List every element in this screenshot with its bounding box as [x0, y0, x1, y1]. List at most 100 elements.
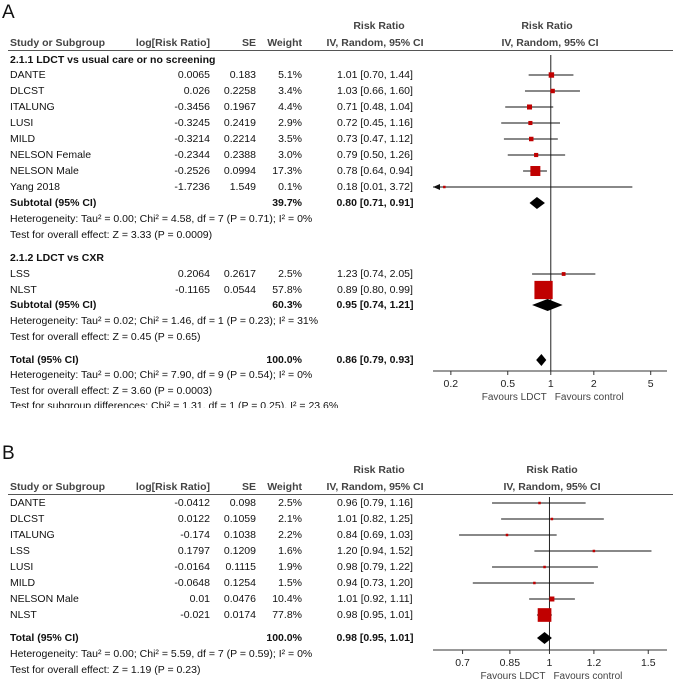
a-g2-se: 0.2617 [223, 268, 256, 280]
x-axis-tick-label: 1 [547, 657, 553, 669]
b-logrr: -0.021 [180, 609, 210, 621]
b-total-ci: 0.98 [0.95, 1.01] [336, 632, 414, 644]
a-total-ci: 0.86 [0.79, 0.93] [336, 354, 414, 366]
b-logrr: 0.0122 [177, 513, 210, 525]
b-col-weight: Weight [267, 481, 302, 493]
study-marker [561, 272, 566, 276]
b-se: 0.1115 [225, 561, 256, 573]
b-study-name: LUSI [10, 561, 34, 573]
b-logrr: -0.0164 [174, 561, 210, 573]
a-g1-heterogeneity: Heterogeneity: Tau² = 0.00; Chi² = 4.58,… [10, 213, 313, 225]
b-se: 0.1209 [223, 545, 256, 557]
b-se: 0.0174 [223, 609, 256, 621]
a-g2-weight: 57.8% [272, 284, 302, 296]
a-col-rr-top: Risk Ratio [353, 20, 405, 32]
x-axis-tick-label: 0.7 [455, 657, 470, 669]
x-axis-tick-label: 0.5 [500, 378, 515, 390]
a-g2-logrr: -0.1165 [175, 284, 210, 296]
a-g2-ci: 0.89 [0.80, 0.99] [337, 284, 413, 296]
a-total-overall-effect: Test for overall effect: Z = 3.60 (P = 0… [10, 385, 213, 397]
study-marker [534, 152, 539, 158]
study-marker [534, 280, 553, 300]
b-se: 0.1059 [223, 513, 256, 525]
a-col-se: SE [241, 37, 256, 49]
a-g2-subtotal-ci: 0.95 [0.74, 1.21] [336, 299, 414, 311]
a-g1-study-name: MILD [10, 133, 36, 145]
b-ci: 0.84 [0.69, 1.03] [337, 529, 413, 541]
a-g2-weight: 2.5% [278, 268, 302, 280]
a-g1-weight: 5.1% [278, 69, 302, 81]
a-col-rr-sub: IV, Random, 95% CI [326, 37, 424, 49]
a-plot-col-sub: IV, Random, 95% CI [501, 37, 599, 49]
study-marker [529, 136, 534, 142]
a-col-weight: Weight [267, 37, 302, 49]
b-logrr: -0.0412 [174, 497, 210, 509]
a-g1-subtotal-weight: 39.7% [272, 197, 302, 209]
b-col-se: SE [241, 481, 256, 493]
b-weight: 1.9% [278, 561, 302, 573]
a-g1-study-name: Yang 2018 [10, 181, 61, 193]
a-col-logrr: log[Risk Ratio] [135, 37, 210, 49]
pooled-diamond [532, 299, 563, 311]
a-subgroup-differences: Test for subgroup differences: Chi² = 1.… [10, 400, 339, 408]
b-study-name: NLST [10, 609, 37, 621]
forest-plot-a: 0.2 0.5 1 2 5 Favours LDCT Favours control [433, 55, 667, 403]
a-g2-study-name: NLST [10, 284, 37, 296]
a-total-weight: 100.0% [266, 354, 302, 366]
b-logrr: -0.174 [180, 529, 210, 541]
a-g1-logrr: -0.3214 [174, 133, 210, 145]
a-g1-se: 0.1967 [223, 101, 256, 113]
a-plot-col-top: Risk Ratio [521, 20, 573, 32]
b-col-rr-top: Risk Ratio [353, 464, 405, 476]
a-g1-se: 0.2388 [223, 149, 256, 161]
b-plot-col-top: Risk Ratio [526, 464, 578, 476]
study-marker [505, 533, 509, 537]
a-g1-study-name: DANTE [10, 69, 46, 81]
b-weight: 2.2% [278, 529, 302, 541]
study-marker [549, 596, 555, 602]
b-weight: 2.5% [278, 497, 302, 509]
a-g1-logrr: -1.7236 [174, 181, 210, 193]
b-col-rr-sub: IV, Random, 95% CI [326, 481, 424, 493]
a-g1-ci: 0.71 [0.48, 1.04] [337, 101, 413, 113]
b-ci: 1.01 [0.82, 1.25] [337, 513, 413, 525]
b-ci: 0.98 [0.79, 1.22] [337, 561, 413, 573]
a-g2-se: 0.0544 [223, 284, 256, 296]
study-marker [548, 72, 555, 78]
b-se: 0.0476 [223, 593, 256, 605]
favours-ldct-label: Favours LDCT [480, 671, 545, 681]
a-g1-ci: 0.79 [0.50, 1.26] [337, 149, 413, 161]
x-axis-tick-label: 1 [548, 378, 554, 390]
a-g1-ci: 0.78 [0.64, 0.94] [337, 165, 413, 177]
a-g2-study-name: LSS [10, 268, 30, 280]
x-axis-tick-label: 5 [648, 378, 654, 390]
study-marker [537, 608, 552, 622]
a-g1-study-name: DLCST [10, 85, 45, 97]
a-g1-subtotal-ci: 0.80 [0.71, 0.91] [336, 197, 414, 209]
b-header-rule [8, 494, 673, 495]
b-se: 0.098 [229, 497, 256, 509]
favours-control-label: Favours control [553, 671, 622, 681]
a-g1-ci: 0.18 [0.01, 3.72] [337, 181, 413, 193]
panel-b-label: B [2, 443, 15, 464]
a-g1-weight: 3.4% [278, 85, 302, 97]
a-g1-weight: 3.0% [278, 149, 302, 161]
b-ci: 1.20 [0.94, 1.52] [337, 545, 413, 557]
a-g2-heterogeneity: Heterogeneity: Tau² = 0.02; Chi² = 1.46,… [10, 315, 319, 327]
b-total-weight: 100.0% [266, 632, 302, 644]
b-weight: 1.5% [278, 577, 302, 589]
b-col-study: Study or Subgroup [10, 481, 106, 493]
b-weight: 77.8% [272, 609, 302, 621]
a-g1-logrr: 0.0065 [177, 69, 210, 81]
b-ci: 0.96 [0.79, 1.16] [337, 497, 413, 509]
b-ci: 0.94 [0.73, 1.20] [337, 577, 413, 589]
b-total-heterogeneity: Heterogeneity: Tau² = 0.00; Chi² = 5.59,… [10, 648, 313, 660]
a-g1-se: 0.2419 [223, 117, 256, 129]
ci-arrow-left [433, 184, 440, 190]
a-g1-study-name: LUSI [10, 117, 34, 129]
a-g1-logrr: -0.3245 [174, 117, 210, 129]
a-g1-logrr: -0.2526 [174, 165, 210, 177]
a-g1-ci: 0.72 [0.45, 1.16] [337, 117, 413, 129]
favours-ldct-label: Favours LDCT [482, 392, 547, 403]
b-study-name: DLCST [10, 513, 45, 525]
